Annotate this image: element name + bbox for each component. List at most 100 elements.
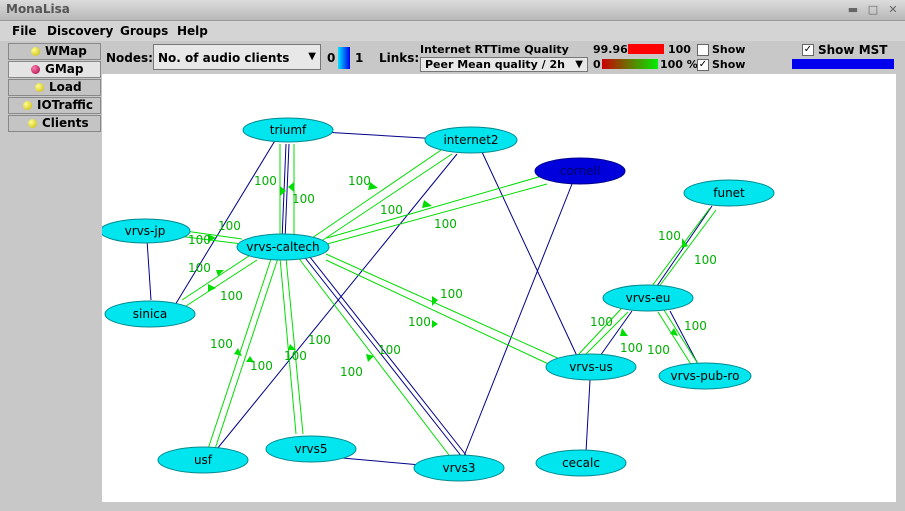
menu-file[interactable]: File <box>12 24 37 38</box>
nodes-metric-select[interactable]: No. of audio clients ▼ <box>153 44 321 70</box>
link-label: 100 <box>308 333 331 347</box>
link-label: 100 <box>590 315 613 329</box>
chevron-down-icon: ▼ <box>575 59 583 70</box>
link-label: 100 <box>380 203 403 217</box>
link-label: 100 <box>620 341 643 355</box>
network-graph-canvas[interactable]: 100 100 100 100 100 100 100 100 100 100 … <box>102 74 896 502</box>
link-label: 100 <box>684 319 707 333</box>
tab-label: Clients <box>42 116 89 130</box>
node-vrvs5[interactable]: vrvs5 <box>265 435 357 463</box>
tab-gmap[interactable]: GMap <box>8 61 101 78</box>
minimize-icon[interactable]: ▬ <box>847 3 859 16</box>
node-label: vrvs-us <box>569 360 613 374</box>
link-label: 100 <box>284 349 307 363</box>
tab-label: WMap <box>45 44 87 58</box>
node-label: usf <box>194 453 213 467</box>
node-label: vrvs-jp <box>125 224 166 238</box>
node-label: vrvs-caltech <box>246 240 319 254</box>
network-graph[interactable]: 100 100 100 100 100 100 100 100 100 100 … <box>102 74 896 502</box>
nodes-color-scale <box>338 47 350 69</box>
node-label: funet <box>713 186 745 200</box>
node-funet[interactable]: funet <box>683 179 775 207</box>
link-label: 100 <box>658 229 681 243</box>
node-internet2[interactable]: internet2 <box>424 126 518 154</box>
tab-clients[interactable]: Clients <box>8 115 101 132</box>
rtt-show-label: Show <box>712 43 746 56</box>
node-sinica[interactable]: sinica <box>104 300 196 328</box>
status-dot-icon <box>31 47 40 56</box>
node-vrvs-eu[interactable]: vrvs-eu <box>602 284 694 312</box>
link-label: 100 <box>694 253 717 267</box>
rtt-title: Internet RTTime Quality <box>420 43 569 56</box>
link-label: 100 <box>250 359 273 373</box>
node-usf[interactable]: usf <box>157 446 249 474</box>
tab-label: GMap <box>45 62 84 76</box>
link-label: 100 <box>188 233 211 247</box>
link-label: 100 <box>378 343 401 357</box>
node-vrvs3[interactable]: vrvs3 <box>413 454 505 482</box>
rtt-scale-max: 100 <box>668 43 691 56</box>
link-label: 100 <box>220 289 243 303</box>
graph-toolbar: Nodes: No. of audio clients ▼ 0 1 Links:… <box>102 42 905 74</box>
node-label: sinica <box>133 307 167 321</box>
node-vrvs-pub-ro[interactable]: vrvs-pub-ro <box>658 362 752 390</box>
node-vrvs-caltech[interactable]: vrvs-caltech <box>236 233 330 261</box>
rtt-show-checkbox[interactable] <box>697 44 709 56</box>
menu-help[interactable]: Help <box>177 24 208 38</box>
link-label: 100 <box>340 365 363 379</box>
graph-nodes[interactable]: triumf internet2 cornell funet vrvs-jp v… <box>102 117 775 482</box>
show-mst-label: Show MST <box>818 43 888 57</box>
node-label: cornell <box>560 164 600 178</box>
peer-show-label: Show <box>712 58 746 71</box>
links-metric-select[interactable]: Peer Mean quality / 2h ▼ <box>420 57 588 72</box>
tab-label: Load <box>49 80 82 94</box>
peer-show-checkbox[interactable]: ✓ <box>697 59 709 71</box>
window-title: MonaLisa <box>6 2 70 16</box>
status-dot-icon <box>35 83 44 92</box>
link-label: 100 <box>254 174 277 188</box>
node-triumf[interactable]: triumf <box>242 117 334 143</box>
link-label: 100 <box>210 337 233 351</box>
link-label: 100 <box>647 343 670 357</box>
nodes-label: Nodes: <box>106 51 153 65</box>
link-arrows <box>208 182 688 362</box>
node-label: vrvs-pub-ro <box>671 369 740 383</box>
status-bar <box>0 502 905 511</box>
node-label: internet2 <box>443 133 498 147</box>
link-labels: 100 100 100 100 100 100 100 100 100 100 … <box>188 174 717 379</box>
link-label: 100 <box>188 261 211 275</box>
node-label: vrvs5 <box>294 442 327 456</box>
links-metric-value: Peer Mean quality / 2h <box>425 58 565 71</box>
rtt-color-scale <box>628 44 664 54</box>
link-label: 100 <box>348 174 371 188</box>
chevron-down-icon: ▼ <box>308 51 316 62</box>
peer-scale-max: 100 % <box>660 58 698 71</box>
status-dot-icon <box>23 101 32 110</box>
node-cornell[interactable]: cornell <box>534 157 626 185</box>
node-label: vrvs-eu <box>626 291 671 305</box>
link-label: 100 <box>292 192 315 206</box>
tab-load[interactable]: Load <box>8 79 101 96</box>
close-icon[interactable]: ✕ <box>888 3 898 16</box>
mst-color-bar <box>792 59 894 69</box>
node-cecalc[interactable]: cecalc <box>535 449 627 477</box>
menu-groups[interactable]: Groups <box>120 24 169 38</box>
tab-iotraffic[interactable]: IOTraffic <box>8 97 101 114</box>
peer-color-scale <box>602 59 658 69</box>
node-vrvs-us[interactable]: vrvs-us <box>545 353 637 381</box>
node-label: vrvs3 <box>442 461 475 475</box>
status-dot-icon <box>31 65 40 74</box>
menu-discovery[interactable]: Discovery <box>47 24 114 38</box>
maximize-icon[interactable]: □ <box>867 3 879 16</box>
nodes-scale-min: 0 <box>327 51 336 65</box>
link-label: 100 <box>440 287 463 301</box>
show-mst-checkbox[interactable]: ✓ <box>802 44 814 56</box>
menu-bar: File Discovery Groups Help <box>0 21 905 41</box>
node-vrvs-jp[interactable]: vrvs-jp <box>102 218 191 244</box>
title-bar: MonaLisa ▬ □ ✕ <box>0 0 905 21</box>
rtt-scale-min: 99.96 <box>593 43 628 56</box>
tab-label: IOTraffic <box>37 98 94 112</box>
node-label: triumf <box>270 123 307 137</box>
tab-wmap[interactable]: WMap <box>8 43 101 60</box>
links-label: Links: <box>379 51 420 65</box>
